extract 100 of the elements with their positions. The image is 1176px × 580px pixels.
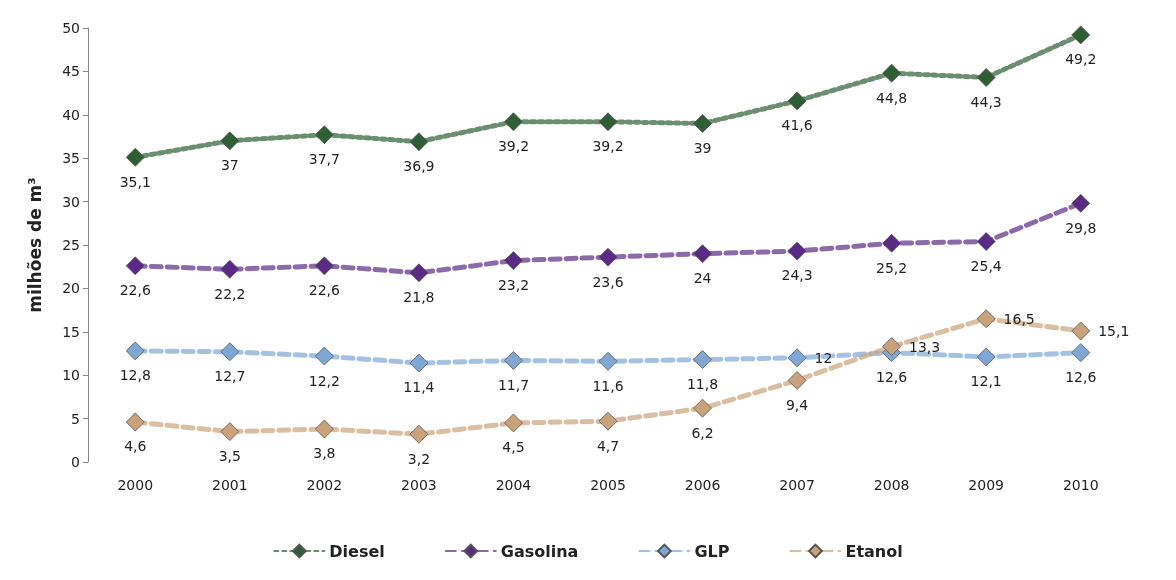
data-label: 3,5 — [218, 448, 241, 465]
y-tick-label: 25 — [62, 237, 80, 253]
point — [409, 424, 429, 444]
y-tick-label: 45 — [62, 63, 80, 80]
data-label: 22,2 — [214, 285, 246, 302]
point — [220, 422, 240, 442]
point — [882, 63, 902, 83]
data-label: 37,7 — [308, 151, 340, 168]
data-label: 4,5 — [502, 439, 525, 456]
data-label: 4,7 — [596, 437, 620, 454]
legend-label: Etanol — [845, 541, 903, 561]
data-label: 39,2 — [592, 138, 624, 155]
x-tick-label: 2001 — [212, 477, 248, 493]
data-label: 36,9 — [403, 158, 435, 175]
point — [882, 233, 902, 253]
data-label: 39,2 — [497, 138, 530, 155]
data-label: 11,4 — [403, 379, 435, 396]
point — [787, 241, 807, 261]
point — [1071, 25, 1091, 45]
point — [220, 259, 240, 279]
point — [1071, 193, 1091, 213]
y-tick-label: 0 — [71, 454, 80, 470]
y-tick-label: 30 — [62, 193, 80, 210]
data-label: 22,6 — [308, 282, 341, 299]
data-label: 11,6 — [592, 377, 624, 394]
data-label: 12,7 — [214, 368, 246, 385]
legend-label: Diesel — [329, 541, 385, 561]
data-label: 24 — [693, 270, 712, 287]
y-tick-label: 40 — [62, 106, 80, 123]
data-label: 22,6 — [119, 282, 151, 299]
point — [693, 398, 712, 418]
data-label: 12,1 — [970, 373, 1002, 390]
y-tick-label: 5 — [71, 410, 80, 427]
point — [314, 256, 334, 276]
data-label: 24,3 — [781, 267, 813, 284]
point — [976, 309, 996, 329]
point — [976, 347, 996, 367]
y-tick-label: 20 — [62, 280, 80, 297]
data-label: 29,8 — [1065, 219, 1097, 236]
data-label: 13,3 — [909, 338, 941, 355]
data-label: 3,8 — [313, 445, 336, 462]
point — [125, 341, 145, 361]
data-label: 44,3 — [970, 93, 1002, 110]
point — [409, 353, 429, 373]
legend-label: Gasolina — [500, 541, 579, 561]
data-label: 37 — [220, 157, 239, 174]
data-label: 23,6 — [592, 273, 624, 290]
point — [693, 114, 712, 133]
x-tick-label: 2009 — [968, 477, 1004, 493]
point — [504, 351, 523, 370]
y-tick-label: 10 — [62, 367, 80, 384]
data-label: 35,1 — [119, 173, 151, 190]
point — [598, 247, 618, 267]
data-label: 11,8 — [686, 375, 719, 392]
data-label: 12,8 — [119, 367, 151, 384]
data-label: 3,2 — [407, 450, 431, 467]
point — [787, 348, 807, 368]
data-label: 12,6 — [876, 369, 908, 386]
data-label: 44,8 — [876, 89, 908, 106]
data-label: 6,2 — [691, 424, 714, 441]
data-label: 21,8 — [403, 289, 435, 306]
point — [409, 263, 429, 283]
data-label: 41,6 — [781, 117, 813, 134]
data-label: 4,6 — [124, 438, 147, 455]
x-tick-label: 2010 — [1062, 477, 1099, 493]
data-label: 12 — [814, 349, 833, 366]
point — [125, 147, 145, 167]
point — [125, 256, 145, 276]
point — [220, 131, 240, 151]
data-label: 23,2 — [497, 277, 530, 294]
x-tick-label: 2008 — [873, 477, 910, 493]
x-tick-label: 2003 — [401, 477, 437, 493]
y-tick-label: 35 — [62, 150, 80, 167]
y-axis-title: milhões de m³ — [24, 177, 45, 313]
point — [693, 244, 712, 264]
point — [314, 125, 334, 145]
y-tick-label: 15 — [62, 323, 80, 340]
point — [504, 112, 523, 132]
point — [787, 371, 807, 390]
point — [504, 413, 523, 433]
point — [882, 337, 902, 356]
point — [598, 112, 618, 132]
point — [125, 412, 145, 432]
point — [409, 132, 429, 152]
x-tick-label: 2004 — [495, 477, 532, 493]
point — [976, 232, 996, 251]
data-label: 15,1 — [1098, 322, 1130, 339]
data-label: 9,4 — [785, 396, 809, 413]
data-label: 25,2 — [876, 259, 908, 276]
point — [1071, 343, 1091, 363]
data-label: 49,2 — [1065, 51, 1097, 68]
data-label: 11,7 — [497, 376, 530, 393]
point — [314, 346, 334, 366]
data-label: 12,2 — [308, 372, 340, 389]
x-tick-label: 2005 — [590, 477, 626, 493]
data-label: 39 — [693, 139, 712, 156]
point — [1071, 321, 1091, 341]
x-tick-label: 2007 — [779, 477, 815, 493]
x-tick-label: 2006 — [684, 477, 721, 493]
point — [504, 251, 523, 271]
